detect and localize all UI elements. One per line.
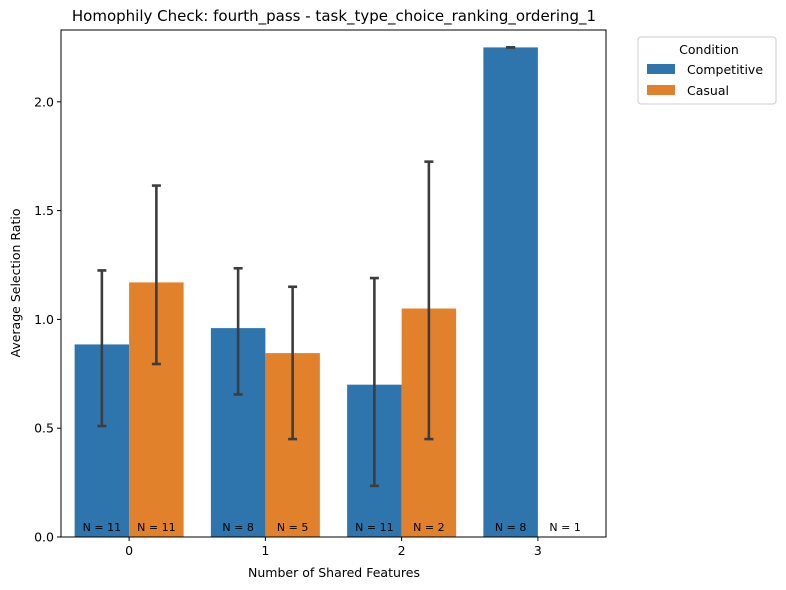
n-label-casual-2: N = 2	[413, 521, 444, 534]
n-label-casual-3: N = 1	[549, 521, 580, 534]
x-axis-label: Number of Shared Features	[248, 565, 420, 580]
y-tick-label: 1.5	[34, 203, 54, 218]
error-bar-casual-2	[424, 160, 434, 441]
n-label-competitive-1: N = 8	[222, 521, 253, 534]
legend-entry-casual: Casual	[647, 83, 729, 98]
n-label-competitive-3: N = 8	[495, 521, 526, 534]
n-label-competitive-2: N = 11	[355, 521, 393, 534]
legend-label: Casual	[687, 83, 729, 98]
x-tick-label: 0	[125, 543, 133, 558]
y-tick-label: 2.0	[34, 94, 54, 109]
x-tick-label: 2	[398, 543, 406, 558]
y-tick-label: 0.5	[34, 421, 54, 436]
error-bar-competitive-0	[97, 269, 107, 428]
n-labels: N = 11 N = 8 N = 11 N = 8 N = 11 N = 5 N = 2 N …	[83, 521, 581, 534]
legend-swatch	[647, 85, 675, 95]
n-label-competitive-0: N = 11	[83, 521, 121, 534]
n-label-casual-0: N = 11	[137, 521, 175, 534]
legend: Condition Competitive Casual	[637, 36, 777, 105]
y-axis: 0.0 0.5 1.0 1.5 2.0	[34, 94, 61, 545]
legend-label: Competitive	[687, 62, 763, 77]
legend-entry-competitive: Competitive	[647, 62, 763, 77]
error-bar-competitive-2	[369, 276, 379, 488]
y-tick-label: 0.0	[34, 530, 54, 545]
bar-competitive-3	[483, 47, 538, 538]
error-bar-casual-0	[151, 184, 161, 366]
legend-title: Condition	[679, 42, 739, 57]
x-axis: 0 1 2 3	[125, 537, 542, 558]
n-label-casual-1: N = 5	[277, 521, 308, 534]
error-bar-competitive-1	[233, 266, 243, 396]
chart-title: Homophily Check: fourth_pass - task_type…	[72, 7, 596, 26]
error-bars	[97, 46, 516, 488]
x-tick-label: 1	[261, 543, 269, 558]
legend-swatch	[647, 64, 675, 74]
bars	[74, 47, 538, 538]
y-tick-label: 1.0	[34, 312, 54, 327]
y-axis-label: Average Selection Ratio	[8, 209, 23, 358]
x-tick-label: 3	[534, 543, 542, 558]
error-bar-casual-1	[288, 285, 298, 441]
plot-frame	[60, 29, 607, 538]
